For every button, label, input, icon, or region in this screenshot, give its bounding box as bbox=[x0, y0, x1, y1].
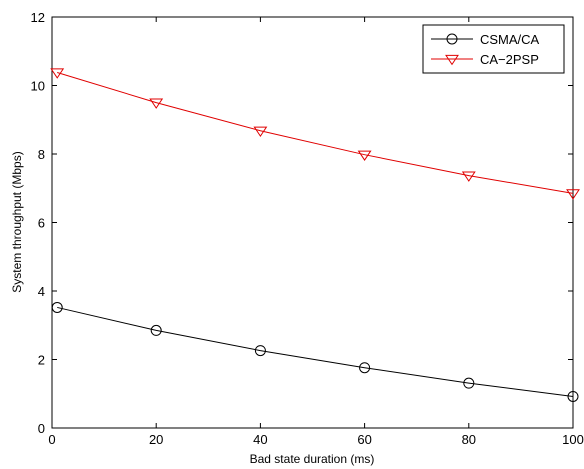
x-tick-label: 100 bbox=[562, 432, 584, 447]
data-point bbox=[461, 171, 476, 182]
x-axis-ticks: 0 20 40 60 80 100 bbox=[48, 17, 584, 447]
data-point bbox=[566, 189, 580, 200]
x-tick-label: 0 bbox=[48, 432, 55, 447]
data-point bbox=[254, 345, 266, 357]
y-tick-label: 6 bbox=[38, 216, 45, 231]
y-tick-label: 4 bbox=[38, 284, 45, 299]
x-tick-label: 80 bbox=[462, 432, 476, 447]
legend: CSMA/CA CA−2PSP bbox=[422, 24, 565, 74]
series-line bbox=[57, 306, 574, 397]
y-tick-label: 8 bbox=[38, 147, 45, 162]
y-tick-label: 10 bbox=[31, 79, 45, 94]
legend-marker bbox=[446, 33, 458, 45]
data-point bbox=[150, 324, 162, 336]
legend-label: CA−2PSP bbox=[480, 52, 539, 67]
data-point bbox=[253, 126, 268, 138]
y-tick-label: 0 bbox=[38, 421, 45, 436]
legend-marker bbox=[445, 54, 459, 66]
data-point bbox=[567, 390, 579, 402]
legend-box bbox=[422, 24, 565, 74]
y-axis-label: System throughput (Mbps) bbox=[10, 151, 24, 292]
y-tick-label: 12 bbox=[31, 10, 45, 25]
data-point bbox=[51, 301, 63, 313]
plot-frame bbox=[51, 16, 574, 429]
x-tick-label: 60 bbox=[357, 432, 371, 447]
series-line bbox=[57, 72, 574, 194]
legend-label: CSMA/CA bbox=[480, 32, 540, 47]
plot-area bbox=[51, 16, 574, 429]
data-point bbox=[359, 362, 371, 374]
y-axis-ticks: 0 2 4 6 8 10 12 bbox=[31, 10, 573, 436]
series-0 bbox=[51, 301, 579, 402]
data-point bbox=[50, 68, 65, 79]
x-axis-label: Bad state duration (ms) bbox=[250, 452, 375, 466]
series-layer bbox=[50, 68, 580, 402]
y-tick-label: 2 bbox=[38, 353, 45, 368]
data-point bbox=[149, 98, 164, 109]
data-point bbox=[357, 150, 372, 161]
x-tick-label: 40 bbox=[253, 432, 267, 447]
data-point bbox=[463, 377, 475, 389]
x-tick-label: 20 bbox=[149, 432, 163, 447]
series-1 bbox=[50, 68, 580, 200]
